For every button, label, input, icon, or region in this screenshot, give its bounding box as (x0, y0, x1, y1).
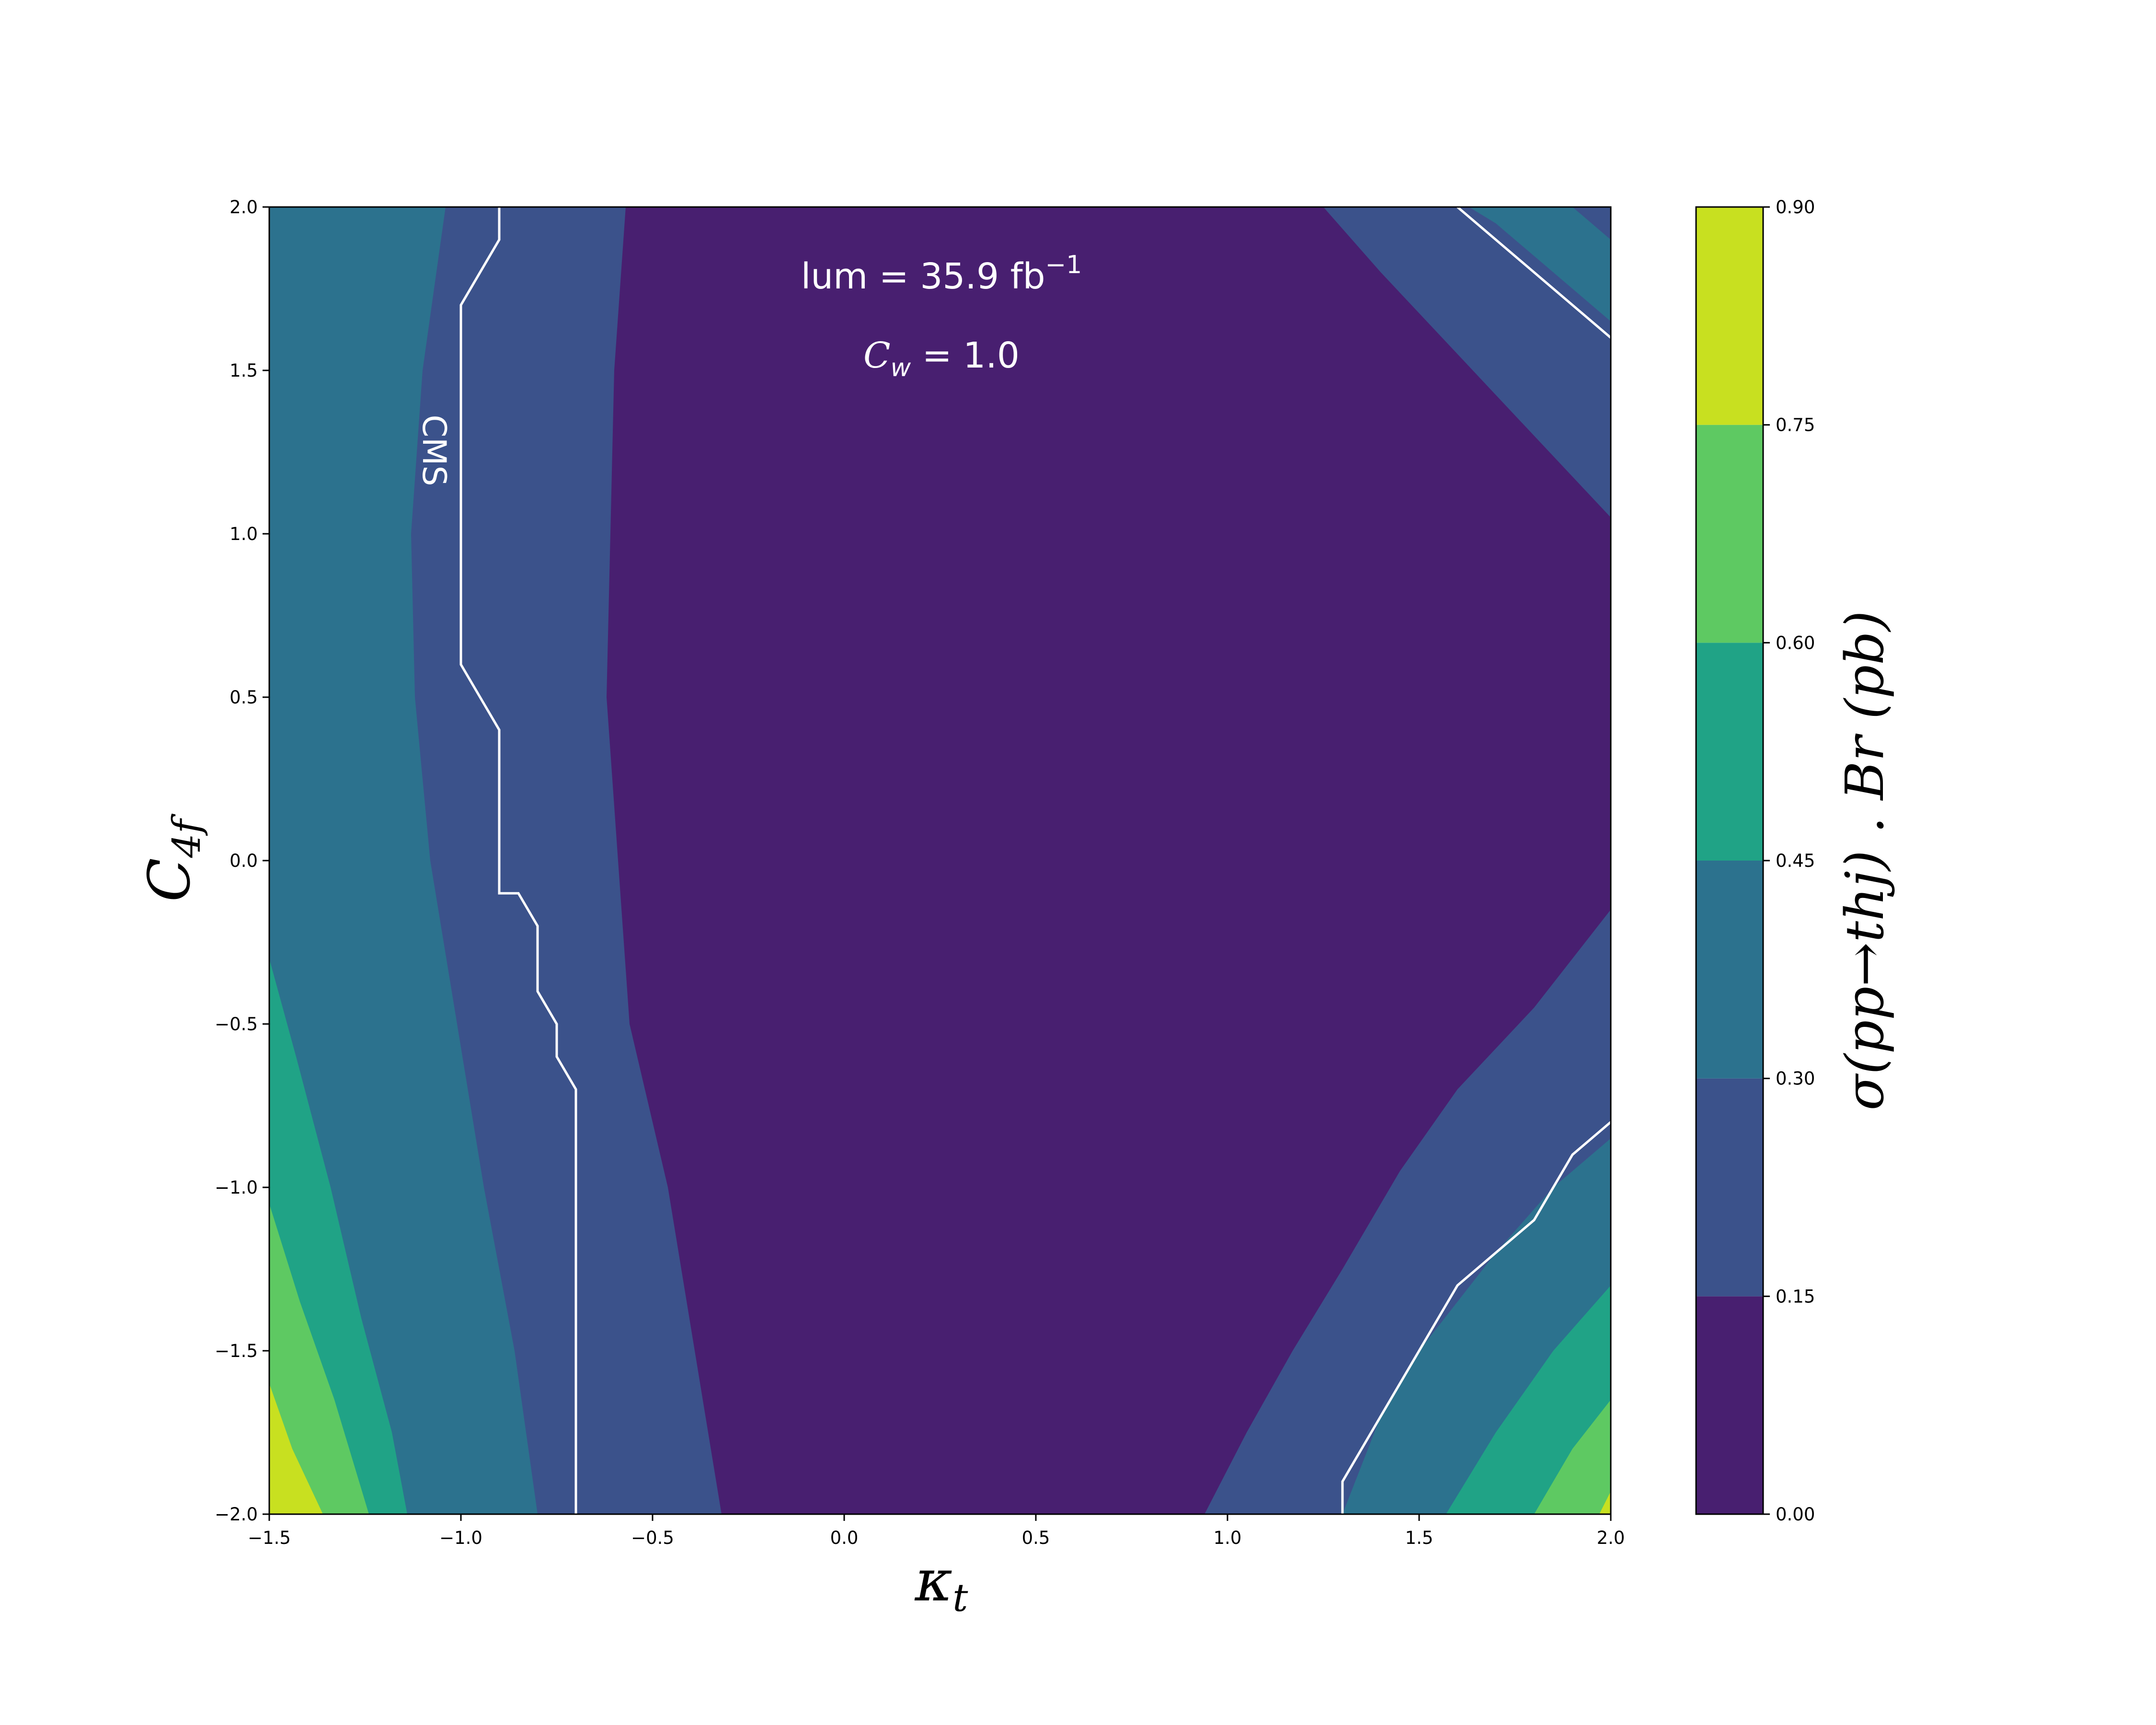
y-tick-label: −1.5 (215, 1341, 258, 1361)
y-tick-label: 2.0 (229, 197, 258, 218)
cw-annotation: Cw = 1.0 (863, 335, 1020, 382)
contour-band-4 (269, 1383, 323, 1514)
colorbar-band-5 (1696, 207, 1763, 425)
x-tick-label: −1.0 (439, 1528, 482, 1548)
colorbar-band-0 (1696, 1296, 1763, 1514)
colorbar-label: σ(pp→thj) . Br (pb) (1834, 610, 1895, 1110)
colorbar-bands (1696, 207, 1763, 1514)
y-tick-label: −2.0 (215, 1504, 258, 1525)
cms-contour-line-2 (1341, 1121, 1611, 1514)
contour-band-5 (1323, 207, 1611, 518)
colorbar-band-1 (1696, 1078, 1763, 1297)
luminosity-annotation: lum = 35.9 fb−1 (801, 251, 1082, 297)
contour-band-1 (269, 207, 538, 1514)
colorbar-tick-label: 0.30 (1776, 1069, 1815, 1089)
y-axis-label-main: C (137, 858, 203, 902)
cw-value: = 1.0 (911, 335, 1020, 376)
colorbar-tick-label: 0.90 (1776, 197, 1815, 218)
y-axis-label: C4f (137, 813, 209, 902)
x-tick-label: 0.0 (830, 1528, 859, 1548)
x-tick-label: 1.5 (1405, 1528, 1434, 1548)
colorbar-band-4 (1696, 425, 1763, 643)
y-tick-label: 1.0 (229, 524, 258, 544)
cw-subscript: w (891, 354, 911, 382)
luminosity-text: lum = 35.9 fb (801, 256, 1045, 297)
x-tick-label: 2.0 (1597, 1528, 1625, 1548)
x-axis-label-main: κ (914, 1548, 953, 1614)
colorbar-ticks: 0.00 0.15 0.30 0.45 0.60 0.75 0.90 (1763, 197, 1815, 1525)
colorbar-tick-label: 0.45 (1776, 851, 1815, 871)
colorbar-band-3 (1696, 643, 1763, 861)
colorbar-tick-label: 0.60 (1776, 632, 1815, 653)
y-axis-label-sub: 4f (164, 813, 209, 858)
cms-contour-line-1 (1456, 207, 1611, 339)
colorbar-tick-label: 0.75 (1776, 415, 1815, 436)
x-tick-label: −0.5 (631, 1528, 674, 1548)
colorbar-tick-label: 0.00 (1776, 1504, 1815, 1525)
contour-regions (269, 207, 1611, 1514)
y-tick-label: −0.5 (215, 1014, 258, 1035)
contour-band-3 (269, 1204, 369, 1514)
y-tick-label: −1.0 (215, 1177, 258, 1198)
luminosity-exponent: −1 (1045, 251, 1082, 279)
y-tick-label: 1.5 (229, 360, 258, 381)
colorbar-tick-label: 0.15 (1776, 1286, 1815, 1307)
y-tick-label: 0.5 (229, 687, 258, 708)
colorbar: 0.00 0.15 0.30 0.45 0.60 0.75 0.90 (1695, 197, 1815, 1525)
cw-symbol: C (863, 335, 891, 376)
y-axis-ticks: −2.0 −1.5 −1.0 −0.5 0.0 0.5 1.0 1.5 2.0 (215, 197, 269, 1525)
x-axis-ticks: −1.5 −1.0 −0.5 0.0 0.5 1.0 1.5 2.0 (248, 1514, 1625, 1548)
contour-band-11 (1599, 1491, 1611, 1514)
y-tick-label: 0.0 (229, 851, 258, 871)
cms-contour-label: CMS (415, 414, 453, 486)
cms-contour-line-0 (459, 207, 577, 1514)
x-tick-label: 1.0 (1214, 1528, 1242, 1548)
colorbar-band-2 (1696, 861, 1763, 1079)
plot-area (269, 207, 1611, 1514)
cms-contours (459, 207, 1611, 1514)
x-axis-label-sub: t (952, 1576, 968, 1620)
contour-band-6 (1469, 207, 1611, 322)
x-tick-label: −1.5 (248, 1528, 291, 1548)
x-axis-label: κt (914, 1548, 969, 1620)
contour-band-10 (1534, 1400, 1611, 1514)
x-tick-label: 0.5 (1022, 1528, 1050, 1548)
